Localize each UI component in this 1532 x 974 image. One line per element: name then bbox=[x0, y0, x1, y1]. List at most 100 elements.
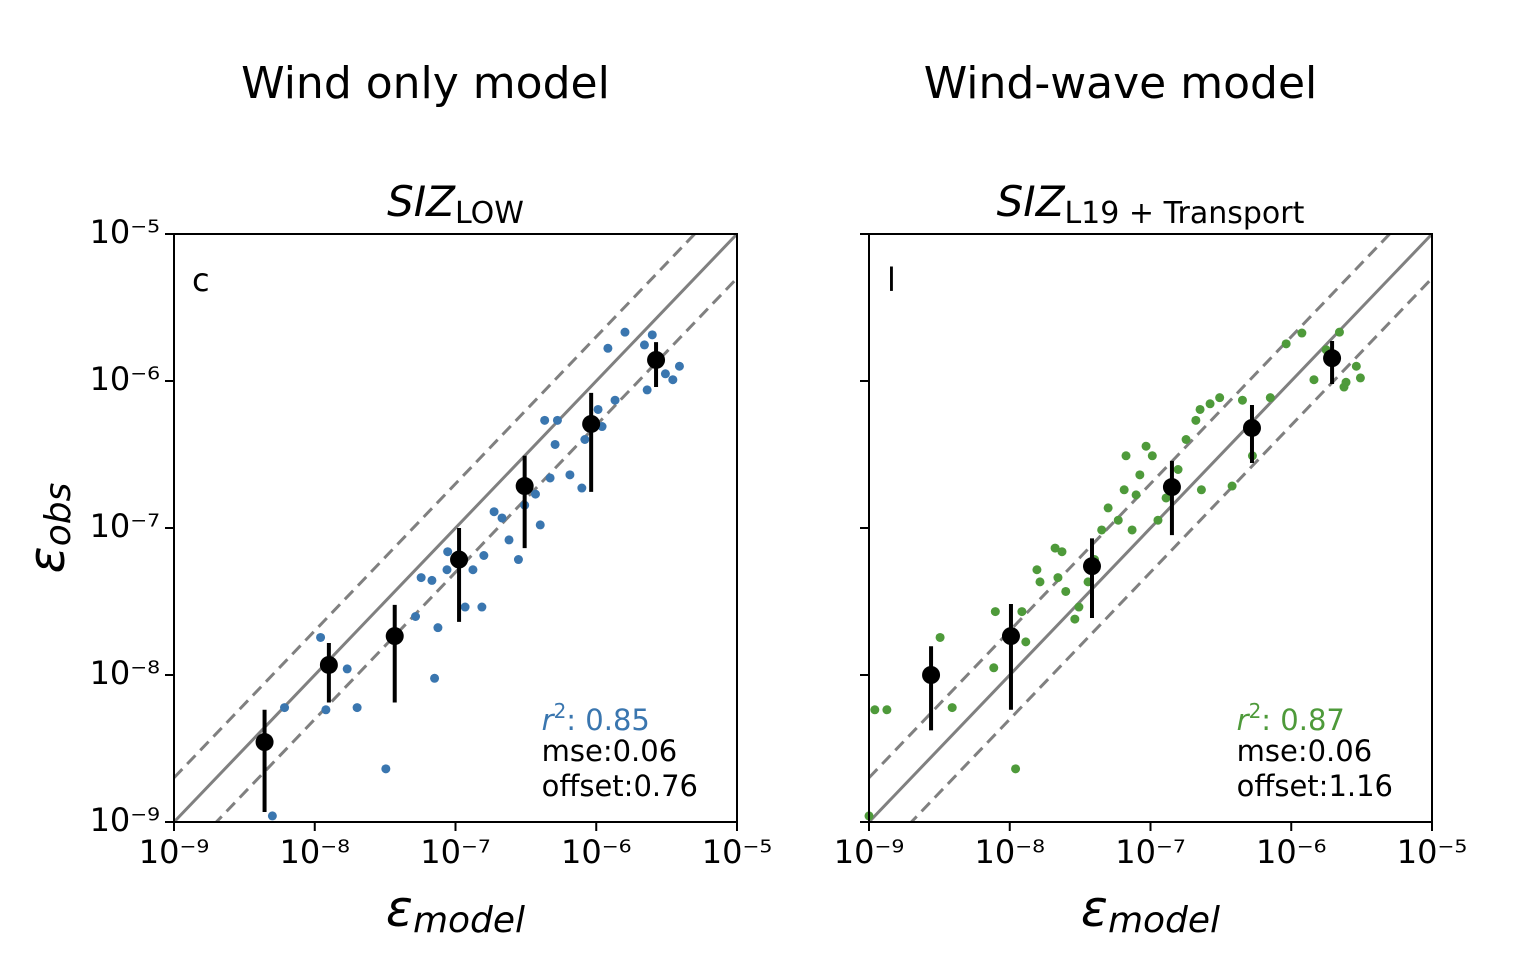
data-point bbox=[610, 395, 620, 405]
stat-offset: offset:0.76 bbox=[542, 769, 698, 803]
data-point bbox=[1119, 485, 1129, 495]
data-point bbox=[1050, 543, 1060, 553]
x-label-sub: model bbox=[1108, 900, 1220, 941]
stat-r-symbol: r bbox=[542, 703, 556, 737]
data-point bbox=[1181, 434, 1191, 444]
stat-r2: r2: 0.87 bbox=[1237, 699, 1345, 738]
reference-line bbox=[869, 234, 1392, 779]
data-point bbox=[442, 565, 452, 575]
data-point bbox=[550, 439, 560, 449]
x-tick-label: 10⁻⁹ bbox=[139, 833, 209, 871]
stat-r2: r2: 0.85 bbox=[542, 699, 650, 738]
stat-r-value: : 0.85 bbox=[566, 703, 650, 737]
data-point bbox=[1147, 451, 1157, 461]
title-sub: LOW bbox=[455, 196, 524, 231]
data-point bbox=[1191, 415, 1201, 425]
bin-mean bbox=[255, 733, 274, 752]
data-point bbox=[545, 473, 555, 483]
data-point bbox=[479, 551, 489, 561]
data-point bbox=[593, 404, 603, 414]
bin-mean bbox=[1323, 349, 1342, 368]
reference-line bbox=[174, 234, 737, 822]
x-tick-label: 10⁻⁸ bbox=[975, 833, 1045, 871]
data-point bbox=[321, 705, 331, 715]
data-point bbox=[639, 340, 649, 350]
bin-mean bbox=[1001, 627, 1020, 646]
data-point bbox=[342, 664, 352, 674]
data-point bbox=[1021, 637, 1031, 647]
bin-mean bbox=[922, 666, 941, 684]
data-point bbox=[870, 705, 880, 715]
data-point bbox=[1011, 764, 1021, 774]
panel-title: SIZL19 + Transport bbox=[997, 177, 1305, 231]
y-tick-label: 10⁻⁶ bbox=[90, 360, 160, 398]
x-label-symbol: ε bbox=[1081, 880, 1108, 938]
data-point bbox=[416, 573, 426, 583]
bin-mean bbox=[1242, 418, 1261, 437]
data-point bbox=[1227, 481, 1237, 491]
stat-mse: mse:0.06 bbox=[542, 734, 678, 768]
data-point bbox=[1205, 399, 1215, 409]
data-point bbox=[468, 565, 478, 575]
bin-mean bbox=[319, 655, 338, 674]
data-point bbox=[316, 632, 326, 642]
reference-line bbox=[174, 234, 697, 779]
data-point bbox=[1339, 382, 1349, 392]
data-point bbox=[990, 607, 1000, 617]
data-point bbox=[504, 535, 514, 545]
stat-r-sup: 2 bbox=[1249, 699, 1262, 723]
data-point bbox=[1141, 441, 1151, 451]
data-point bbox=[430, 673, 440, 683]
data-point bbox=[1103, 503, 1113, 513]
data-point bbox=[1281, 339, 1291, 349]
data-point bbox=[1351, 361, 1361, 371]
data-point bbox=[603, 343, 613, 353]
data-point bbox=[1061, 586, 1071, 596]
data-point bbox=[443, 547, 453, 557]
data-point bbox=[647, 330, 657, 340]
data-point bbox=[411, 612, 421, 622]
bin-mean bbox=[582, 414, 601, 433]
data-point bbox=[530, 489, 540, 499]
y-tick-label: 10⁻⁸ bbox=[90, 654, 160, 692]
data-point bbox=[1153, 515, 1163, 525]
data-point bbox=[1135, 470, 1145, 480]
y-tick-label: 10⁻⁵ bbox=[90, 213, 160, 251]
data-point bbox=[552, 415, 562, 425]
title-main: SIZ bbox=[997, 177, 1066, 226]
data-point bbox=[935, 632, 945, 642]
x-axis-label: εmodel bbox=[386, 880, 525, 942]
data-point bbox=[1297, 328, 1307, 338]
data-point bbox=[280, 703, 290, 713]
panel-label: l bbox=[887, 261, 896, 299]
x-label-symbol: ε bbox=[386, 880, 413, 938]
data-point bbox=[674, 361, 684, 371]
panel-title: SIZLOW bbox=[387, 177, 524, 231]
x-label-sub: model bbox=[413, 900, 525, 941]
data-point bbox=[1070, 614, 1080, 624]
data-point bbox=[989, 663, 999, 673]
data-point bbox=[1121, 451, 1131, 461]
data-point bbox=[381, 764, 391, 774]
x-tick-label: 10⁻⁶ bbox=[561, 833, 631, 871]
data-point bbox=[1097, 525, 1107, 535]
bin-mean bbox=[1162, 478, 1181, 497]
data-point bbox=[1127, 525, 1137, 535]
data-point bbox=[1032, 565, 1042, 575]
data-point bbox=[477, 602, 487, 612]
data-point bbox=[1074, 602, 1084, 612]
data-point bbox=[1035, 577, 1045, 587]
bin-mean bbox=[647, 350, 666, 369]
data-point bbox=[577, 483, 587, 493]
data-point bbox=[1017, 607, 1027, 617]
data-point bbox=[1057, 547, 1067, 557]
data-point bbox=[427, 575, 437, 585]
data-point bbox=[267, 811, 277, 821]
x-tick-label: 10⁻⁸ bbox=[280, 833, 350, 871]
data-point bbox=[352, 703, 362, 713]
x-tick-label: 10⁻⁷ bbox=[1115, 833, 1185, 871]
bin-mean bbox=[515, 477, 534, 496]
panel-heading: Wind only model bbox=[241, 58, 610, 109]
data-point bbox=[882, 705, 892, 715]
